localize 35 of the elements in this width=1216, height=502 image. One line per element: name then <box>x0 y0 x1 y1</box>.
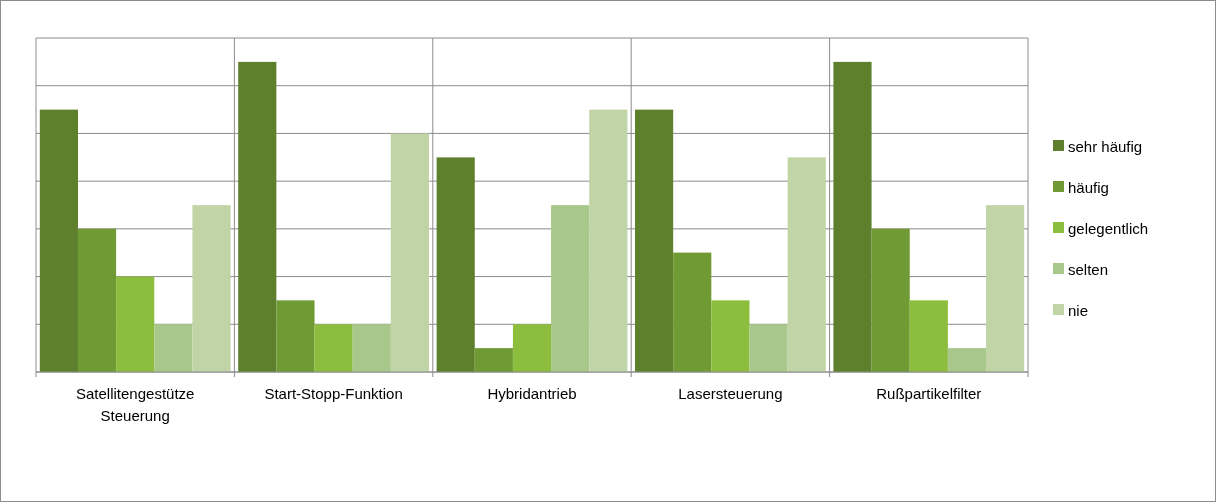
bar <box>39 109 78 372</box>
bar <box>909 300 948 372</box>
legend-label: nie <box>1068 302 1089 319</box>
bar <box>390 133 429 372</box>
x-tick-label: Lasersteuerung <box>678 385 783 402</box>
bar <box>947 348 987 372</box>
x-tick-label: Hybridantrieb <box>487 385 577 402</box>
bar <box>512 324 552 372</box>
bar <box>77 228 117 372</box>
bar <box>238 61 277 372</box>
x-tick-label: Start-Stopp-Funktion <box>264 385 403 402</box>
legend-label: selten <box>1068 261 1109 278</box>
bar <box>833 61 872 372</box>
bar <box>192 205 231 372</box>
bar <box>871 228 910 372</box>
legend-label: gelegentlich <box>1068 220 1149 237</box>
legend-label: sehr häufig <box>1068 138 1143 155</box>
bar <box>352 324 391 372</box>
bar <box>589 109 628 372</box>
bar <box>551 205 590 372</box>
bar <box>154 324 193 372</box>
bar <box>711 300 750 372</box>
bar <box>673 252 712 372</box>
x-tick-label: Satellitengestütze Steuerung <box>75 385 195 424</box>
bar <box>276 300 315 372</box>
bar <box>474 348 513 372</box>
bar <box>787 157 826 372</box>
bar <box>314 324 353 372</box>
bar <box>986 205 1025 372</box>
bar <box>116 276 155 372</box>
bar <box>635 109 674 372</box>
legend-label: häufig <box>1068 179 1109 196</box>
bar <box>436 157 475 372</box>
x-tick-label: Rußpartikelfilter <box>876 385 982 402</box>
bar <box>749 324 788 372</box>
